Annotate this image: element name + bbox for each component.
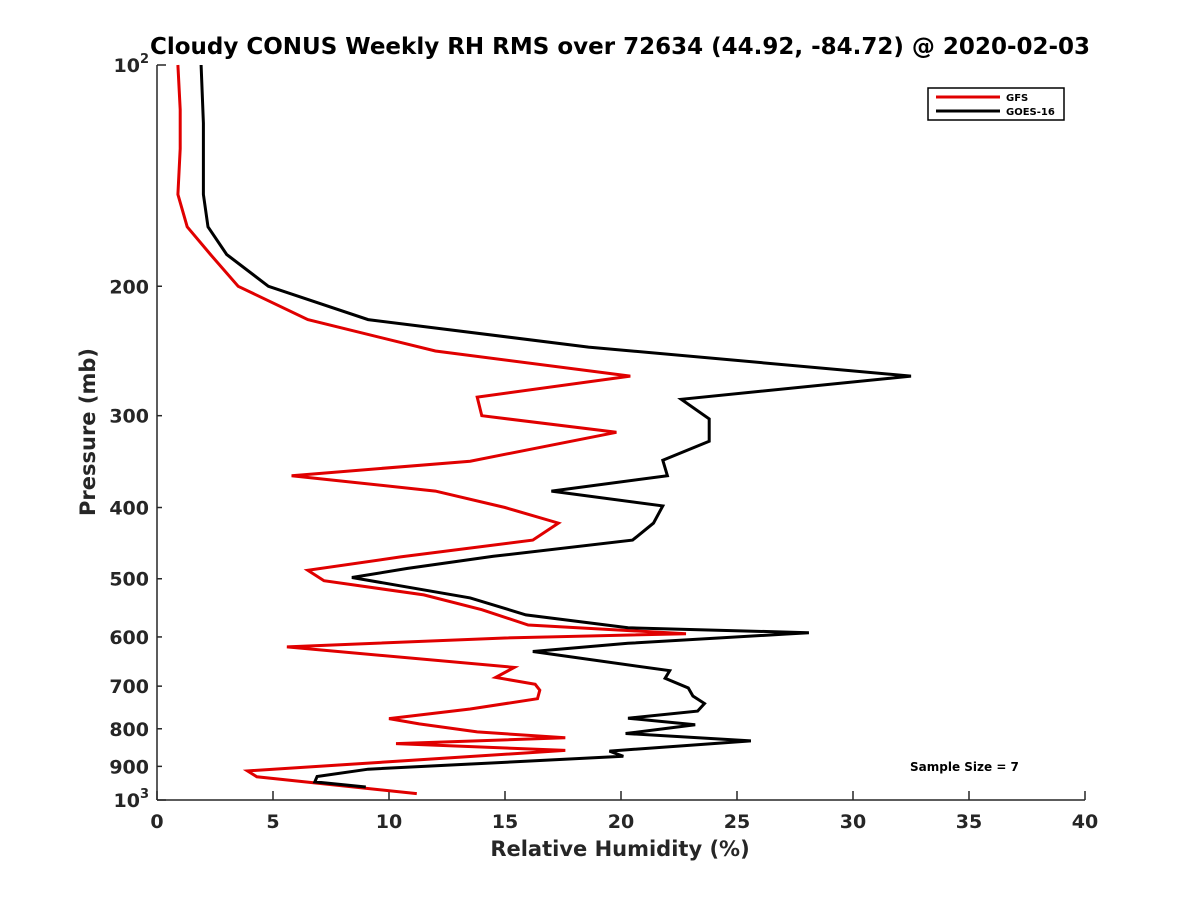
x-tick-label: 0 (150, 811, 163, 833)
x-axis-title: Relative Humidity (%) (490, 837, 749, 861)
x-tick-label: 30 (840, 811, 866, 833)
x-tick-label: 40 (1072, 811, 1098, 833)
y-tick-label: 300 (109, 406, 149, 428)
legend: GFS GOES-16 (927, 87, 1065, 121)
legend-label-gfs: GFS (1006, 93, 1028, 104)
x-tick-label: 35 (956, 811, 982, 833)
sample-size-annotation: Sample Size = 7 (910, 760, 1019, 774)
legend-label-goes16: GOES-16 (1006, 107, 1055, 118)
y-tick-label: 900 (109, 756, 149, 778)
series-line-goes16 (199, 64, 912, 789)
legend-box (927, 87, 1065, 121)
y-tick-label: 400 (109, 498, 149, 520)
x-tick-label: 15 (492, 811, 518, 833)
y-tick-label: 600 (109, 627, 149, 649)
y-tick-label: 200 (109, 276, 149, 298)
plot-area: 0 5 10 15 20 25 30 35 40 102 200 300 400 500 600 700 800… (109, 52, 1098, 833)
y-tick-label: 102 (114, 52, 150, 77)
y-axis-title: Pressure (mb) (76, 348, 100, 516)
series-line-gfs (176, 64, 687, 796)
x-tick-label: 25 (724, 811, 750, 833)
x-tick-label: 5 (266, 811, 279, 833)
x-tick-label: 20 (608, 811, 634, 833)
y-tick-label: 800 (109, 719, 149, 741)
y-tick-label: 500 (109, 569, 149, 591)
x-tick-label: 10 (376, 811, 402, 833)
y-tick-label: 700 (109, 676, 149, 698)
y-tick-label: 103 (114, 787, 150, 812)
chart-title: Cloudy CONUS Weekly RH RMS over 72634 (4… (150, 34, 1090, 60)
